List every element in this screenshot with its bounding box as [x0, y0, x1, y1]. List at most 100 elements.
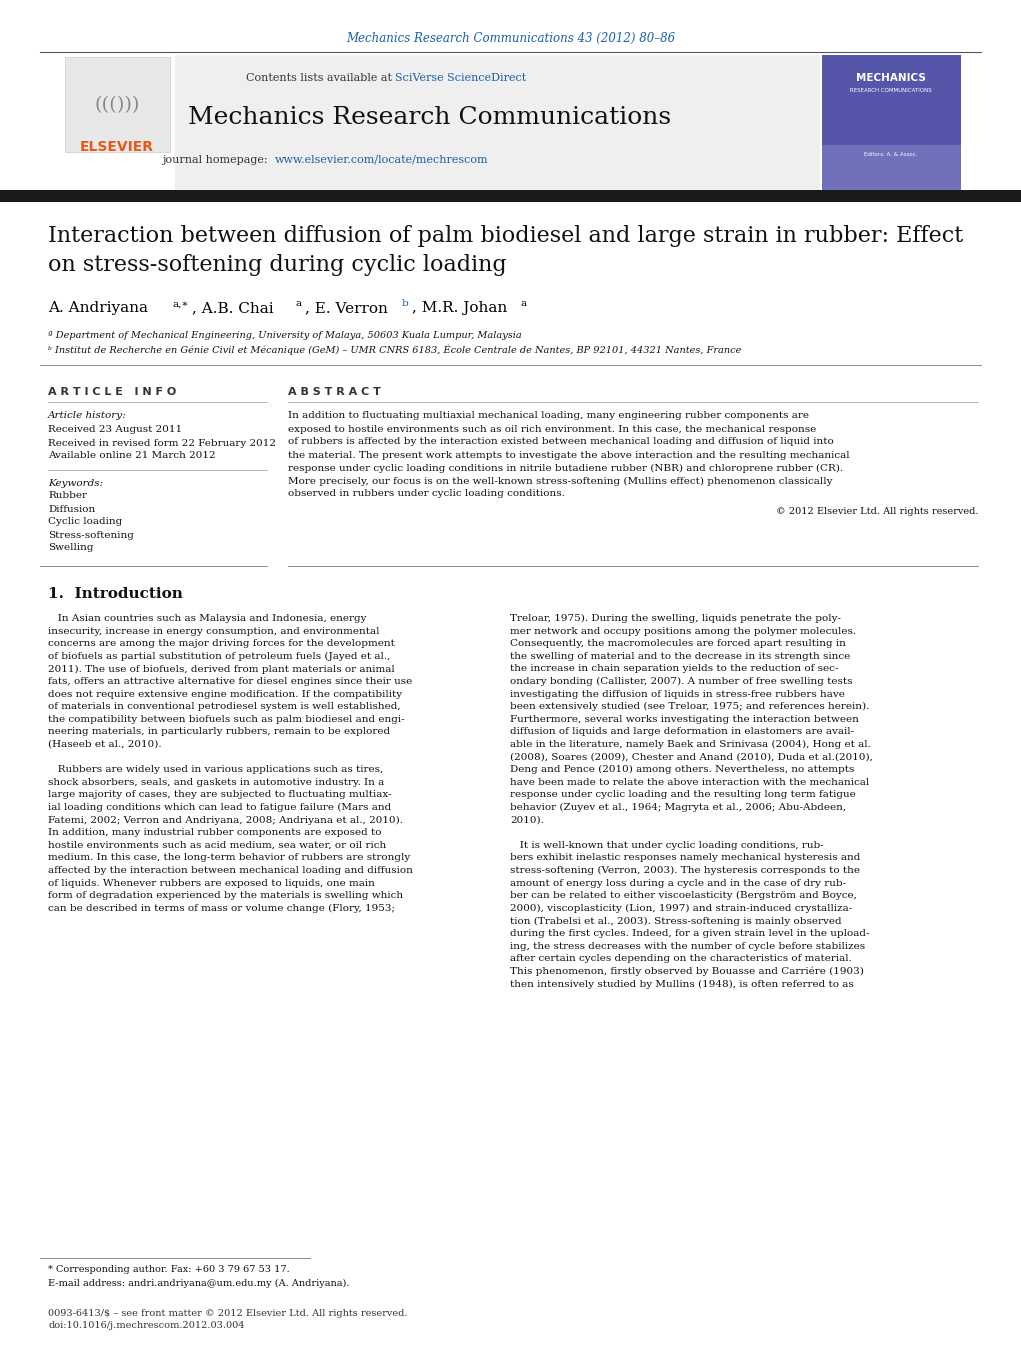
Text: (2008), Soares (2009), Chester and Anand (2010), Duda et al.(2010),: (2008), Soares (2009), Chester and Anand… [510, 753, 873, 762]
Text: journal homepage:: journal homepage: [162, 155, 275, 165]
Text: exposed to hostile environments such as oil rich environment. In this case, the : exposed to hostile environments such as … [288, 424, 816, 434]
Text: Furthermore, several works investigating the interaction between: Furthermore, several works investigating… [510, 715, 859, 724]
Text: Treloar, 1975). During the swelling, liquids penetrate the poly-: Treloar, 1975). During the swelling, liq… [510, 613, 841, 623]
Text: Diffusion: Diffusion [48, 504, 95, 513]
Text: Rubbers are widely used in various applications such as tires,: Rubbers are widely used in various appli… [48, 765, 383, 774]
Text: 2010).: 2010). [510, 816, 544, 824]
Text: large majority of cases, they are subjected to fluctuating multiax-: large majority of cases, they are subjec… [48, 790, 392, 800]
Text: of liquids. Whenever rubbers are exposed to liquids, one main: of liquids. Whenever rubbers are exposed… [48, 878, 375, 888]
Text: (Haseeb et al., 2010).: (Haseeb et al., 2010). [48, 740, 161, 748]
Text: Editors: A. & Assoc.: Editors: A. & Assoc. [864, 153, 918, 158]
Text: 1.  Introduction: 1. Introduction [48, 586, 183, 601]
Text: neering materials, in particularly rubbers, remain to be explored: neering materials, in particularly rubbe… [48, 727, 390, 736]
Text: medium. In this case, the long-term behavior of rubbers are strongly: medium. In this case, the long-term beha… [48, 854, 410, 862]
Text: Consequently, the macromolecules are forced apart resulting in: Consequently, the macromolecules are for… [510, 639, 845, 648]
Text: , A.B. Chai: , A.B. Chai [192, 301, 274, 315]
Text: response under cyclic loading and the resulting long term fatigue: response under cyclic loading and the re… [510, 790, 856, 800]
Text: investigating the diffusion of liquids in stress-free rubbers have: investigating the diffusion of liquids i… [510, 689, 844, 698]
Text: of rubbers is affected by the interaction existed between mechanical loading and: of rubbers is affected by the interactio… [288, 438, 834, 446]
Text: during the first cycles. Indeed, for a given strain level in the upload-: during the first cycles. Indeed, for a g… [510, 929, 870, 938]
Text: A B S T R A C T: A B S T R A C T [288, 386, 381, 397]
Text: ondary bonding (Callister, 2007). A number of free swelling tests: ondary bonding (Callister, 2007). A numb… [510, 677, 853, 686]
Text: ing, the stress decreases with the number of cycle before stabilizes: ing, the stress decreases with the numbe… [510, 942, 865, 951]
FancyBboxPatch shape [60, 55, 175, 190]
FancyBboxPatch shape [0, 190, 1021, 203]
Text: fats, offers an attractive alternative for diesel engines since their use: fats, offers an attractive alternative f… [48, 677, 412, 686]
Text: been extensively studied (see Treloar, 1975; and references herein).: been extensively studied (see Treloar, 1… [510, 703, 869, 712]
Text: a,∗: a,∗ [172, 300, 189, 308]
Text: Article history:: Article history: [48, 412, 127, 420]
Text: , M.R. Johan: , M.R. Johan [412, 301, 507, 315]
Text: Rubber: Rubber [48, 492, 87, 500]
Text: the increase in chain separation yields to the reduction of sec-: the increase in chain separation yields … [510, 665, 838, 673]
Text: can be described in terms of mass or volume change (Flory, 1953;: can be described in terms of mass or vol… [48, 904, 395, 913]
Text: In addition to fluctuating multiaxial mechanical loading, many engineering rubbe: In addition to fluctuating multiaxial me… [288, 412, 809, 420]
Text: ber can be related to either viscoelasticity (Bergström and Boyce,: ber can be related to either viscoelasti… [510, 892, 857, 900]
Text: of materials in conventional petrodiesel system is well established,: of materials in conventional petrodiesel… [48, 703, 400, 711]
Text: diffusion of liquids and large deformation in elastomers are avail-: diffusion of liquids and large deformati… [510, 727, 855, 736]
Text: ial loading conditions which can lead to fatigue failure (Mars and: ial loading conditions which can lead to… [48, 802, 391, 812]
FancyBboxPatch shape [60, 55, 820, 190]
Text: doi:10.1016/j.mechrescom.2012.03.004: doi:10.1016/j.mechrescom.2012.03.004 [48, 1321, 244, 1331]
Text: Received in revised form 22 February 2012: Received in revised form 22 February 201… [48, 439, 276, 447]
Text: Swelling: Swelling [48, 543, 94, 553]
Text: shock absorbers, seals, and gaskets in automotive industry. In a: shock absorbers, seals, and gaskets in a… [48, 778, 384, 786]
FancyBboxPatch shape [822, 55, 961, 145]
Text: the swelling of material and to the decrease in its strength since: the swelling of material and to the decr… [510, 651, 850, 661]
Text: Mechanics Research Communications: Mechanics Research Communications [189, 107, 672, 130]
Text: ((())): ((())) [94, 96, 140, 113]
Text: 2011). The use of biofuels, derived from plant materials or animal: 2011). The use of biofuels, derived from… [48, 665, 395, 674]
Text: www.elsevier.com/locate/mechrescom: www.elsevier.com/locate/mechrescom [275, 155, 489, 165]
Text: In addition, many industrial rubber components are exposed to: In addition, many industrial rubber comp… [48, 828, 382, 838]
Text: bers exhibit inelastic responses namely mechanical hysteresis and: bers exhibit inelastic responses namely … [510, 854, 861, 862]
Text: of biofuels as partial substitution of petroleum fuels (Jayed et al.,: of biofuels as partial substitution of p… [48, 651, 390, 661]
Text: insecurity, increase in energy consumption, and environmental: insecurity, increase in energy consumpti… [48, 627, 380, 635]
Text: Stress-softening: Stress-softening [48, 531, 134, 539]
Text: form of degradation experienced by the materials is swelling which: form of degradation experienced by the m… [48, 892, 403, 900]
Text: 2000), viscoplasticity (Lion, 1997) and strain-induced crystalliza-: 2000), viscoplasticity (Lion, 1997) and … [510, 904, 853, 913]
Text: ELSEVIER: ELSEVIER [80, 141, 154, 154]
Text: Keywords:: Keywords: [48, 478, 103, 488]
Text: able in the literature, namely Baek and Srinivasa (2004), Hong et al.: able in the literature, namely Baek and … [510, 740, 871, 748]
Text: after certain cycles depending on the characteristics of material.: after certain cycles depending on the ch… [510, 954, 852, 963]
Text: Received 23 August 2011: Received 23 August 2011 [48, 426, 182, 435]
Text: have been made to relate the above interaction with the mechanical: have been made to relate the above inter… [510, 778, 869, 786]
Text: tion (Trabelsi et al., 2003). Stress-softening is mainly observed: tion (Trabelsi et al., 2003). Stress-sof… [510, 916, 841, 925]
Text: the compatibility between biofuels such as palm biodiesel and engi-: the compatibility between biofuels such … [48, 715, 404, 724]
Text: Available online 21 March 2012: Available online 21 March 2012 [48, 451, 215, 461]
Text: then intensively studied by Mullins (1948), is often referred to as: then intensively studied by Mullins (194… [510, 979, 854, 989]
Text: Interaction between diffusion of palm biodiesel and large strain in rubber: Effe: Interaction between diffusion of palm bi… [48, 226, 963, 276]
Text: This phenomenon, firstly observed by Bouasse and Carriére (1903): This phenomenon, firstly observed by Bou… [510, 967, 864, 977]
Text: the material. The present work attempts to investigate the above interaction and: the material. The present work attempts … [288, 450, 849, 459]
Text: RESEARCH COMMUNICATIONS: RESEARCH COMMUNICATIONS [850, 89, 932, 93]
Text: stress-softening (Verron, 2003). The hysteresis corresponds to the: stress-softening (Verron, 2003). The hys… [510, 866, 860, 875]
Text: E-mail address: andri.andriyana@um.edu.my (A. Andriyana).: E-mail address: andri.andriyana@um.edu.m… [48, 1278, 349, 1288]
Text: Contents lists available at: Contents lists available at [245, 73, 395, 82]
Text: mer network and occupy positions among the polymer molecules.: mer network and occupy positions among t… [510, 627, 857, 635]
Text: * Corresponding author. Fax: +60 3 79 67 53 17.: * Corresponding author. Fax: +60 3 79 67… [48, 1266, 290, 1274]
Text: a: a [520, 300, 526, 308]
Text: Mechanics Research Communications 43 (2012) 80–86: Mechanics Research Communications 43 (20… [346, 31, 676, 45]
Text: Fatemi, 2002; Verron and Andriyana, 2008; Andriyana et al., 2010).: Fatemi, 2002; Verron and Andriyana, 2008… [48, 816, 403, 824]
Text: Cyclic loading: Cyclic loading [48, 517, 123, 527]
Text: © 2012 Elsevier Ltd. All rights reserved.: © 2012 Elsevier Ltd. All rights reserved… [776, 508, 978, 516]
Text: , E. Verron: , E. Verron [305, 301, 388, 315]
Text: hostile environments such as acid medium, sea water, or oil rich: hostile environments such as acid medium… [48, 840, 386, 850]
Text: Deng and Pence (2010) among others. Nevertheless, no attempts: Deng and Pence (2010) among others. Neve… [510, 765, 855, 774]
Text: MECHANICS: MECHANICS [856, 73, 926, 82]
Text: 0093-6413/$ – see front matter © 2012 Elsevier Ltd. All rights reserved.: 0093-6413/$ – see front matter © 2012 El… [48, 1309, 407, 1317]
Text: observed in rubbers under cyclic loading conditions.: observed in rubbers under cyclic loading… [288, 489, 565, 499]
Text: behavior (Zuyev et al., 1964; Magryta et al., 2006; Abu-Abdeen,: behavior (Zuyev et al., 1964; Magryta et… [510, 802, 846, 812]
Text: response under cyclic loading conditions in nitrile butadiene rubber (NBR) and c: response under cyclic loading conditions… [288, 463, 843, 473]
Text: SciVerse ScienceDirect: SciVerse ScienceDirect [395, 73, 526, 82]
Text: amount of energy loss during a cycle and in the case of dry rub-: amount of energy loss during a cycle and… [510, 878, 846, 888]
Text: A R T I C L E   I N F O: A R T I C L E I N F O [48, 386, 177, 397]
Text: affected by the interaction between mechanical loading and diffusion: affected by the interaction between mech… [48, 866, 412, 875]
Text: ª Department of Mechanical Engineering, University of Malaya, 50603 Kuala Lumpur: ª Department of Mechanical Engineering, … [48, 331, 522, 339]
Text: A. Andriyana: A. Andriyana [48, 301, 148, 315]
FancyBboxPatch shape [822, 55, 961, 190]
Text: does not require extensive engine modification. If the compatibility: does not require extensive engine modifi… [48, 689, 402, 698]
Text: It is well-known that under cyclic loading conditions, rub-: It is well-known that under cyclic loadi… [510, 840, 824, 850]
Text: In Asian countries such as Malaysia and Indonesia, energy: In Asian countries such as Malaysia and … [48, 613, 367, 623]
Text: ᵇ Institut de Recherche en Génie Civil et Mécanique (GeM) – UMR CNRS 6183, École: ᵇ Institut de Recherche en Génie Civil e… [48, 345, 741, 355]
